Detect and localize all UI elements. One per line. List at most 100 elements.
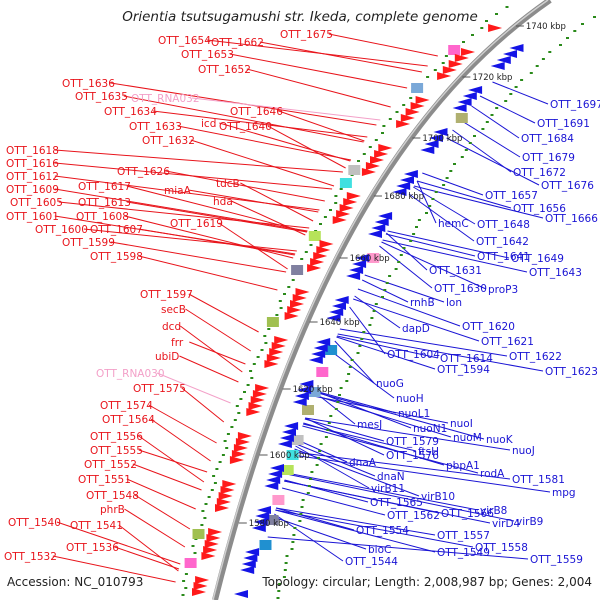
gc-dot bbox=[279, 307, 283, 309]
forward-gene-arrow bbox=[203, 546, 218, 554]
gc-dot bbox=[382, 125, 386, 127]
gc-dot bbox=[329, 209, 332, 211]
gc-dot bbox=[409, 240, 413, 242]
gc-dot bbox=[505, 6, 509, 8]
gc-dot bbox=[284, 562, 288, 564]
forward-gene-label: OTT_1626 bbox=[117, 166, 170, 178]
gc-dot bbox=[426, 76, 430, 78]
genome-summary-text: Topology: circular; Length: 2,008,987 bp… bbox=[261, 575, 592, 589]
gc-dot bbox=[226, 433, 230, 435]
forward-gene-arrow bbox=[201, 552, 216, 560]
reverse-gene-arrow bbox=[424, 140, 439, 148]
gc-dot bbox=[471, 34, 474, 36]
gc-dot bbox=[212, 475, 216, 477]
forward-leader-line bbox=[189, 341, 246, 365]
reverse-gene-arrow bbox=[299, 380, 314, 388]
reverse-leader-line bbox=[296, 443, 376, 477]
gc-dot bbox=[581, 23, 584, 25]
gc-dot bbox=[347, 373, 351, 375]
forward-gene-label: OTT_1654 bbox=[158, 35, 211, 47]
forward-gene-arrow bbox=[336, 210, 351, 218]
forward-gene-arrow bbox=[437, 72, 452, 80]
gc-dot bbox=[213, 482, 217, 484]
gc-dot bbox=[207, 496, 211, 498]
forward-gene-label: frr bbox=[171, 337, 184, 349]
gc-dot bbox=[481, 128, 485, 130]
feature-block bbox=[259, 540, 272, 550]
reverse-gene-arrow bbox=[452, 104, 467, 112]
gc-dot bbox=[345, 380, 349, 382]
gc-dot bbox=[252, 363, 256, 365]
gc-dot bbox=[181, 594, 185, 596]
forward-gene-arrow bbox=[233, 444, 248, 452]
feature-block bbox=[281, 465, 294, 475]
gc-dot bbox=[256, 356, 260, 358]
gc-dot bbox=[348, 366, 352, 368]
gc-dot bbox=[360, 338, 364, 340]
gc-dot bbox=[264, 342, 268, 344]
forward-leader-line bbox=[54, 149, 343, 173]
forward-gene-label: OTT_1556 bbox=[90, 431, 143, 443]
reverse-gene-arrow bbox=[326, 314, 341, 322]
kbp-tick-label: 1700 kbp bbox=[422, 134, 462, 144]
reverse-gene-arrow bbox=[253, 518, 268, 526]
gc-dot bbox=[442, 184, 446, 186]
forward-gene-label: OTT_1640 bbox=[219, 121, 272, 133]
gc-dot bbox=[381, 296, 384, 298]
forward-gene-label: ubiD bbox=[155, 351, 179, 363]
gc-dot bbox=[203, 517, 207, 519]
gc-dot bbox=[374, 303, 378, 305]
forward-leader-line bbox=[156, 372, 231, 404]
forward-leader-line bbox=[52, 555, 176, 583]
reverse-gene-arrow bbox=[255, 512, 270, 520]
forward-leader-line bbox=[123, 95, 364, 143]
gc-dot bbox=[573, 30, 577, 32]
forward-gene-arrow bbox=[250, 396, 265, 404]
forward-gene-arrow bbox=[248, 402, 263, 410]
reverse-gene-label: rodA bbox=[480, 468, 505, 480]
reverse-leader-line bbox=[314, 391, 485, 440]
forward-gene-arrow bbox=[252, 390, 267, 398]
forward-leader-line bbox=[132, 463, 202, 491]
reverse-leader-line bbox=[304, 417, 385, 456]
forward-leader-line bbox=[240, 182, 314, 222]
forward-leader-line bbox=[246, 68, 391, 108]
forward-gene-arrow bbox=[313, 252, 328, 260]
reverse-leader-line bbox=[275, 509, 474, 548]
forward-leader-line bbox=[177, 125, 352, 161]
feature-block bbox=[302, 405, 314, 415]
feature-block bbox=[339, 178, 352, 188]
forward-gene-arrow bbox=[255, 384, 270, 392]
forward-leader-line bbox=[58, 201, 310, 229]
reverse-gene-arrow bbox=[245, 548, 260, 556]
reverse-gene-label: OTT_1672 bbox=[513, 167, 566, 179]
reverse-leader-line bbox=[460, 119, 521, 158]
forward-gene-label: OTT_1613 bbox=[78, 197, 131, 209]
forward-gene-arrow bbox=[216, 498, 231, 506]
gc-dot bbox=[383, 289, 387, 291]
forward-gene-arrow bbox=[235, 438, 250, 446]
gc-dot bbox=[191, 545, 195, 547]
reverse-gene-arrow bbox=[349, 266, 364, 274]
gc-dot bbox=[368, 324, 372, 326]
gc-dot bbox=[278, 583, 282, 585]
reverse-leader-line bbox=[408, 193, 475, 242]
gc-dot bbox=[490, 114, 494, 116]
gc-dot bbox=[218, 461, 222, 463]
reverse-leader-line bbox=[387, 230, 510, 259]
backbone-highlight bbox=[212, 0, 549, 600]
gc-dot bbox=[316, 457, 320, 459]
reverse-gene-label: OTT_1559 bbox=[530, 554, 583, 566]
feature-block bbox=[308, 231, 321, 241]
gc-dot bbox=[559, 44, 562, 46]
gc-dot bbox=[535, 65, 539, 67]
reverse-gene-label: OTT_1579 bbox=[386, 436, 439, 448]
gc-dot bbox=[388, 118, 392, 120]
gc-dot bbox=[362, 331, 366, 333]
forward-gene-arrow bbox=[410, 102, 425, 110]
reverse-gene-arrow bbox=[433, 128, 448, 136]
reverse-gene-arrow bbox=[429, 134, 443, 142]
gc-dot bbox=[495, 13, 498, 15]
reverse-leader-line bbox=[354, 295, 401, 329]
reverse-gene-arrow bbox=[346, 272, 361, 280]
